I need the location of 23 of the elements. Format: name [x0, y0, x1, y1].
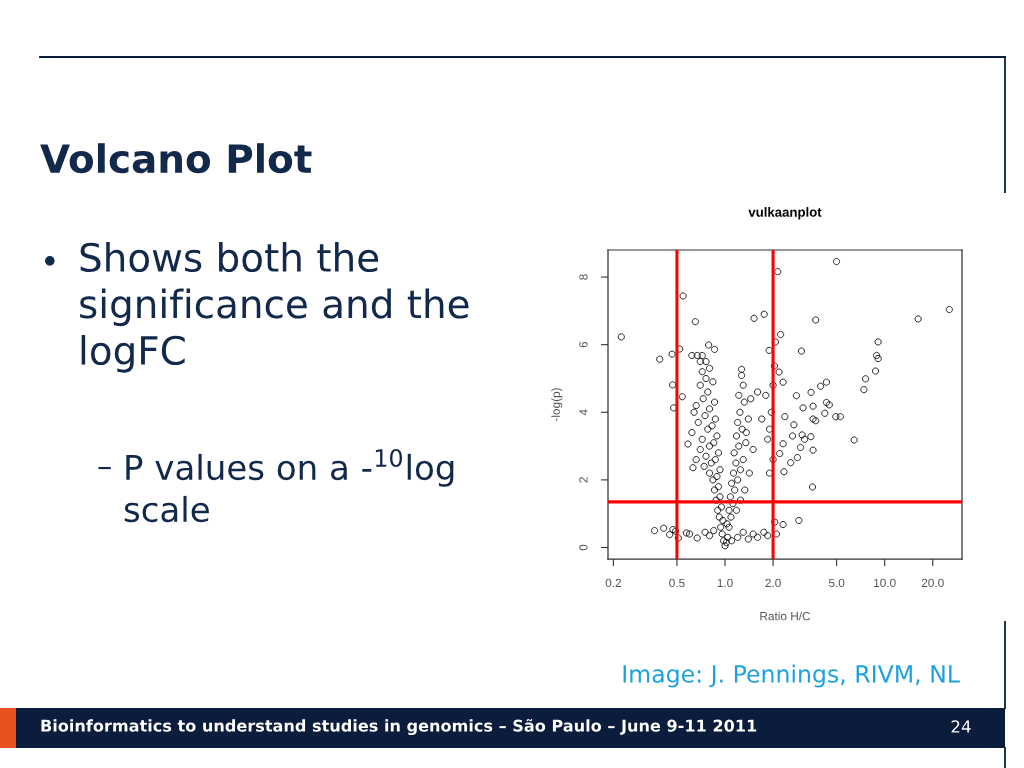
y-tick-label: 6	[579, 341, 588, 348]
text: Volcano Plot	[40, 143, 312, 174]
x-tick-label: 20.0	[921, 578, 944, 588]
text: •	[44, 255, 55, 266]
text: P values on a -$^{10}$log scale	[124, 449, 454, 523]
y-tick-label: 0	[579, 544, 588, 551]
chart-title: vulkaanplot	[748, 207, 822, 220]
y-axis-title: -log(p)	[551, 388, 563, 422]
y-tick-label: 4	[579, 409, 588, 416]
y-tick-label: 2	[579, 477, 588, 483]
text: Shows both the significance and the logFC	[80, 242, 469, 373]
text: –	[98, 466, 111, 470]
x-tick-label: 2.0	[765, 578, 781, 588]
x-tick-label: 5.0	[828, 578, 845, 588]
text: Image: J. Pennings, RIVM, NL	[623, 664, 960, 688]
text: Bioinformatics to understand studies in genomics – São Paulo – June 9-11 2011	[41, 719, 757, 735]
y-tick-label: 8	[579, 274, 588, 280]
x-tick-label: 0.5	[669, 578, 685, 588]
text: 24	[951, 720, 971, 733]
x-tick-label: 1.0	[717, 578, 733, 588]
x-tick-label: 0.2	[605, 578, 622, 588]
x-axis-title: Ratio H/C	[760, 611, 811, 621]
x-tick-label: 10.0	[874, 578, 896, 588]
